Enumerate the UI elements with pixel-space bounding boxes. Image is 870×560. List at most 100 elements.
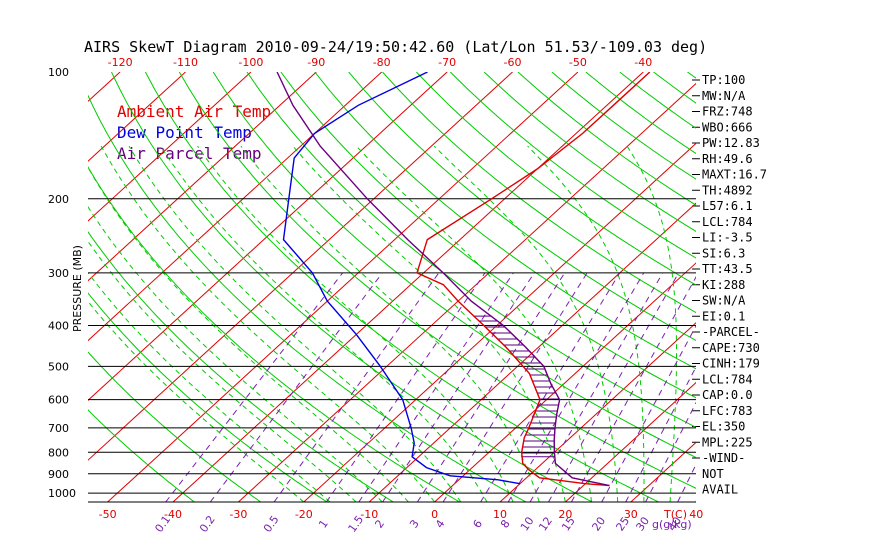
mixing-ratio-line (325, 272, 486, 502)
x-top-tick-label: -120 (108, 56, 133, 69)
mixing-ratio-line (529, 272, 664, 502)
x-top-tick-label: -100 (238, 56, 263, 69)
index-entry: RH:49.6 (702, 152, 753, 166)
index-entry: LCL:784 (702, 372, 753, 386)
x-tick-label: -10 (360, 508, 378, 521)
mixing-ratio-label: 2 (372, 517, 387, 530)
dry-adiabat-line (348, 72, 696, 341)
y-tick-label: 800 (48, 446, 69, 459)
mixing-ratio-unit-label: g(g/kg) (652, 518, 692, 531)
index-entry: L57:6.1 (702, 199, 753, 213)
x-tick-label: -30 (229, 508, 247, 521)
isotherm-line (88, 72, 448, 402)
dry-adiabat-line (88, 231, 394, 502)
index-entry: AVAIL (702, 483, 738, 497)
mixing-ratio-label: 3 (407, 517, 422, 530)
mixing-ratio-label: 0.2 (197, 513, 218, 535)
dry-adiabat-line (88, 351, 261, 502)
dry-adiabat-line (144, 72, 659, 502)
y-tick-label: 400 (48, 320, 69, 333)
index-entry: TP:100 (702, 73, 745, 87)
dry-adiabat-line (88, 409, 195, 502)
mixing-ratio-label: 20 (589, 515, 608, 534)
x-top-tick-label: -110 (173, 56, 198, 69)
index-entry: KI:288 (702, 278, 745, 292)
chart-title: AIRS SkewT Diagram 2010-09-24/19:50:42.6… (84, 38, 707, 56)
legend-ambient: Ambient Air Temp (117, 102, 271, 121)
isotherm-line (172, 72, 644, 502)
isotherm-line (303, 142, 696, 502)
index-entry: LFC:783 (702, 404, 753, 418)
x-tick-label: 40 (689, 508, 703, 521)
x-tick-label: 20 (558, 508, 572, 521)
dry-adiabat-line (416, 72, 696, 286)
y-tick-label: 300 (48, 267, 69, 280)
mixing-ratio-label: 6 (470, 517, 485, 530)
mixing-ratio-line (507, 272, 645, 502)
mixing-ratio-line (416, 272, 566, 502)
dry-adiabat-line (653, 72, 696, 104)
series-line-ambient (416, 72, 651, 487)
index-entry: TH:4892 (702, 183, 753, 197)
x-top-tick-label: -60 (504, 56, 522, 69)
dry-adiabat-line (88, 292, 328, 502)
cape-shading (472, 315, 561, 458)
mixing-ratio-line (358, 272, 514, 502)
mixing-ratio-label: 0.5 (261, 513, 282, 535)
isotherm-line (88, 72, 317, 282)
moist-adiabat-line (88, 300, 305, 502)
isotherm-line (107, 72, 579, 502)
mixing-ratio-line (548, 272, 680, 502)
dry-adiabat-line (280, 72, 696, 399)
x-tick-label: 0 (431, 508, 438, 521)
isotherm-line (434, 262, 696, 502)
mixing-ratio-line (273, 272, 440, 502)
index-entry: EL:350 (702, 420, 745, 434)
x-tick-label: -20 (295, 508, 313, 521)
moist-adiabat-line (88, 205, 383, 502)
legend: Ambient Air Temp Dew Point Temp Air Parc… (117, 102, 271, 163)
x-top-tick-label: -40 (634, 56, 652, 69)
isotherm-line (88, 72, 186, 162)
index-entry: FRZ:748 (702, 105, 753, 119)
y-tick-label: 700 (48, 422, 69, 435)
x-tick-label: 30 (624, 508, 638, 521)
mixing-ratio-line (209, 272, 383, 502)
dry-adiabat-line (178, 72, 696, 489)
index-entry: NOT (702, 467, 724, 481)
dry-adiabat-line (88, 166, 460, 502)
y-tick-label: 1000 (48, 487, 76, 500)
moist-adiabat-line (100, 145, 435, 502)
index-entry: SI:6.3 (702, 246, 745, 260)
mixing-ratio-label: 4 (433, 517, 448, 530)
index-entry: EI:0.1 (702, 309, 745, 323)
x-top-tick-label: -80 (373, 56, 391, 69)
index-entry: MW:N/A (702, 89, 746, 103)
series-line-parcel (276, 72, 610, 487)
y-tick-label: 500 (48, 360, 69, 373)
x-tick-label: -50 (99, 508, 117, 521)
y-axis-label: PRESSURE (MB) (71, 245, 84, 332)
index-entry: -PARCEL- (702, 325, 760, 339)
y-tick-label: 900 (48, 468, 69, 481)
index-entry: CAP:0.0 (702, 388, 753, 402)
mixing-ratio-label: 1 (316, 517, 331, 530)
mixing-ratio-label: 12 (536, 515, 555, 534)
index-entry: WBO:666 (702, 120, 753, 134)
index-entry: MAXT:16.7 (702, 168, 767, 182)
isotherm-line (238, 82, 696, 502)
isotherm-line (88, 72, 513, 461)
mixing-ratio-line (382, 272, 535, 502)
mixing-ratio-label: 10 (518, 515, 537, 534)
dry-adiabat-line (382, 72, 696, 314)
y-tick-label: 200 (48, 193, 69, 206)
index-entry: MPL:225 (702, 435, 753, 449)
index-entry: SW:N/A (702, 294, 746, 308)
x-top-tick-label: -90 (307, 56, 325, 69)
isotherm-line (0, 72, 55, 502)
y-tick-label: 600 (48, 394, 69, 407)
index-entry: CAPE:730 (702, 341, 760, 355)
isotherm-line (762, 72, 870, 502)
